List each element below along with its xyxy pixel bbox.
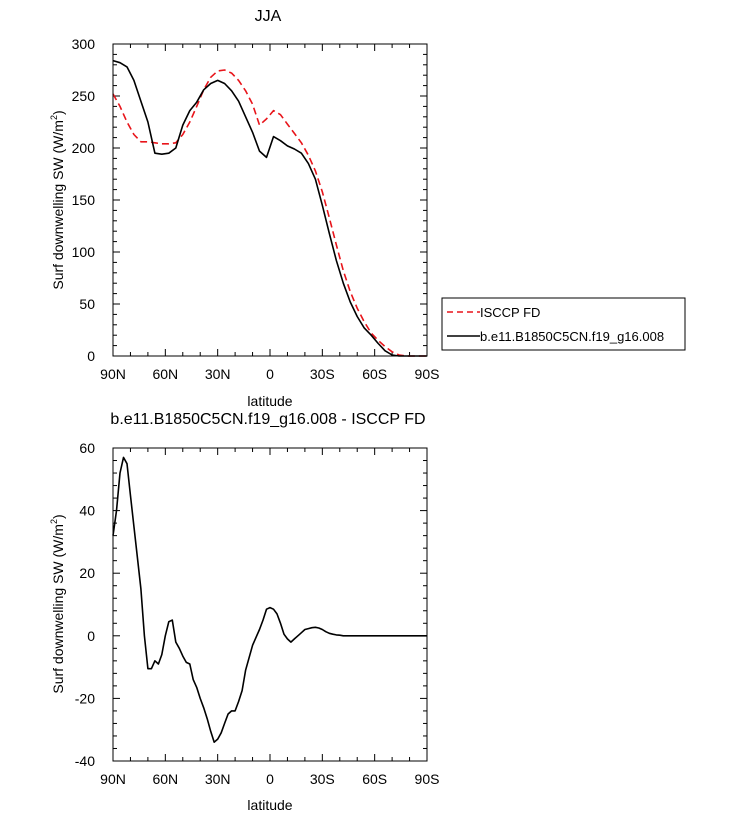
y-tick-label: 250 bbox=[72, 88, 96, 104]
x-tick-label: 30N bbox=[205, 366, 231, 382]
top-ylabel-tail: ) bbox=[50, 110, 66, 115]
series-line-difference bbox=[112, 456, 427, 744]
bottom-ylabel-main: Surf downwelling SW (W/m bbox=[50, 524, 66, 694]
legend: ISCCP FD b.e11.B1850C5CN.f19_g16.008 bbox=[441, 297, 686, 351]
x-tick-label: 30S bbox=[310, 771, 335, 787]
y-tick-label: -40 bbox=[75, 753, 95, 769]
y-tick-label: 40 bbox=[79, 503, 95, 519]
x-tick-label: 0 bbox=[266, 366, 274, 382]
top-title: JJA bbox=[255, 8, 282, 25]
top-ylabel: Surf downwelling SW (W/m2) bbox=[49, 110, 66, 289]
x-tick-label: 90S bbox=[415, 366, 440, 382]
x-tick-label: 0 bbox=[266, 771, 274, 787]
bottom-xlabel: latitude bbox=[247, 797, 292, 813]
y-tick-label: 100 bbox=[72, 244, 96, 260]
y-tick-label: 300 bbox=[72, 36, 96, 52]
bottom-frame bbox=[112, 447, 428, 762]
top-panel: JJA 90N 60N 30N 0 30S 60S 90S 0 50 100 150 200 250 30… bbox=[49, 8, 439, 409]
top-ylabel-main: Surf downwelling SW (W/m bbox=[50, 120, 66, 290]
y-tick-label: 60 bbox=[79, 440, 95, 456]
x-tick-label: 60N bbox=[152, 366, 178, 382]
x-tick-label: 30N bbox=[205, 771, 231, 787]
top-plot-area: 90N 60N 30N 0 30S 60S 90S 0 50 100 150 200 250 300 bbox=[72, 36, 440, 382]
y-tick-label: 0 bbox=[87, 628, 95, 644]
bottom-ylabel-tail: ) bbox=[50, 514, 66, 519]
y-tick-label: 200 bbox=[72, 140, 96, 156]
x-tick-label: 90S bbox=[415, 771, 440, 787]
legend-label-model: b.e11.B1850C5CN.f19_g16.008 bbox=[480, 329, 664, 344]
y-tick-label: -20 bbox=[75, 690, 95, 706]
x-tick-label: 60S bbox=[362, 771, 387, 787]
bottom-title: b.e11.B1850C5CN.f19_g16.008 - ISCCP FD bbox=[110, 411, 425, 428]
y-tick-label: 20 bbox=[79, 565, 95, 581]
x-tick-label: 30S bbox=[310, 366, 335, 382]
x-tick-label: 60N bbox=[152, 771, 178, 787]
series-line-model bbox=[112, 59, 427, 357]
y-tick-label: 150 bbox=[72, 192, 96, 208]
top-xlabel: latitude bbox=[247, 393, 292, 409]
legend-box bbox=[441, 297, 686, 351]
y-tick-label: 0 bbox=[87, 348, 95, 364]
x-tick-label: 90N bbox=[100, 366, 126, 382]
bottom-ylabel: Surf downwelling SW (W/m2) bbox=[49, 514, 66, 693]
y-tick-label: 50 bbox=[79, 296, 95, 312]
bottom-plot-area: 90N 60N 30N 0 30S 60S 90S -40 -20 0 20 40 60 bbox=[75, 440, 440, 787]
series-line-isccp bbox=[112, 69, 427, 357]
legend-label-isccp: ISCCP FD bbox=[480, 305, 540, 320]
x-tick-label: 60S bbox=[362, 366, 387, 382]
top-frame bbox=[112, 43, 428, 357]
bottom-ylabel-sup: 2 bbox=[49, 519, 59, 524]
top-ylabel-sup: 2 bbox=[49, 115, 59, 120]
x-tick-label: 90N bbox=[100, 771, 126, 787]
bottom-panel: b.e11.B1850C5CN.f19_g16.008 - ISCCP FD 9… bbox=[49, 411, 439, 813]
